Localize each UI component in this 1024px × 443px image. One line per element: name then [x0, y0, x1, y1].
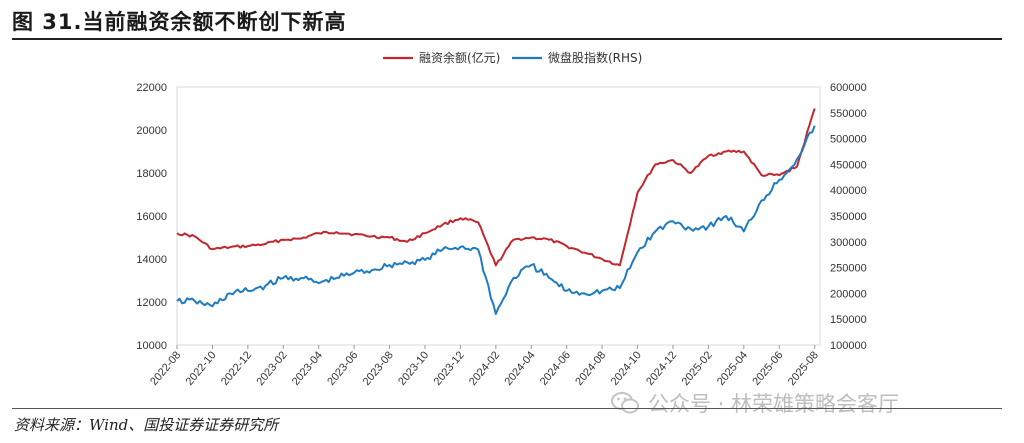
x-tick-label: 2024-02: [467, 349, 502, 388]
y-right-tick-label: 500000: [830, 134, 867, 146]
y-right-tick-label: 100000: [830, 340, 867, 352]
wechat-icon: [611, 392, 639, 414]
series-line: [176, 108, 816, 267]
chart: 10000 12000 14000 16000 18000 20000 22000 10000…: [136, 50, 867, 388]
y-left-tick-label: 16000: [136, 211, 167, 223]
figure-title: 图 31.当前融资余额不断创下新高: [12, 10, 347, 34]
y-right-tick-label: 150000: [830, 314, 867, 326]
x-tick-label: 2023-12: [432, 349, 467, 388]
y-left-tick-label: 12000: [136, 297, 167, 309]
y-left-tick-label: 14000: [136, 254, 167, 266]
x-tick-label: 2023-10: [396, 349, 431, 388]
x-tick-label: 2024-06: [538, 349, 573, 388]
legend-label: 微盘股指数(RHS): [548, 50, 642, 65]
x-tick-label: 2023-08: [361, 349, 396, 388]
y-right-tick-label: 300000: [830, 237, 867, 249]
y-right-tick-label: 200000: [830, 288, 867, 300]
y-right-tick-label: 550000: [830, 108, 867, 120]
x-tick-label: 2023-04: [290, 349, 325, 388]
y-right-tick-label: 450000: [830, 159, 867, 171]
x-tick-label: 2022-12: [219, 349, 254, 388]
title-bar: 图 31.当前融资余额不断创下新高: [12, 4, 1002, 40]
x-tick-label: 2023-02: [254, 349, 289, 388]
y-right-tick-label: 350000: [830, 211, 867, 223]
x-tick-label: 2023-06: [325, 349, 360, 388]
x-tick-label: 2024-12: [644, 349, 679, 388]
y-right-tick-label: 400000: [830, 185, 867, 197]
bottom-rule: [12, 408, 1002, 409]
plot-frame: [176, 86, 821, 346]
y-right-tick-label: 250000: [830, 263, 867, 275]
y-left-tick-label: 18000: [136, 168, 167, 180]
x-tick-label: 2025-04: [715, 349, 750, 388]
watermark-text: 公众号 · 林荣雄策略会客厅: [648, 392, 900, 416]
x-tick-label: 2022-10: [184, 349, 219, 388]
x-tick-label: 2025-02: [680, 349, 715, 388]
x-tick-label: 2022-08: [148, 349, 183, 388]
y-left-tick-label: 22000: [136, 82, 167, 94]
y-right-tick-label: 600000: [830, 82, 867, 94]
x-tick-label: 2024-10: [609, 349, 644, 388]
y-left-tick-label: 10000: [136, 340, 167, 352]
x-tick-label: 2024-08: [573, 349, 608, 388]
x-tick-label: 2025-06: [750, 349, 785, 388]
y-left-tick-label: 20000: [136, 125, 167, 137]
legend-label: 融资余额(亿元): [419, 50, 500, 65]
source-note: 资料来源：Wind、国投证券证券研究所: [14, 416, 279, 434]
watermark: 公众号 · 林荣雄策略会客厅: [610, 388, 899, 418]
series-line: [176, 125, 816, 315]
x-tick-label: 2025-08: [786, 349, 821, 388]
x-tick-label: 2024-04: [502, 349, 537, 388]
